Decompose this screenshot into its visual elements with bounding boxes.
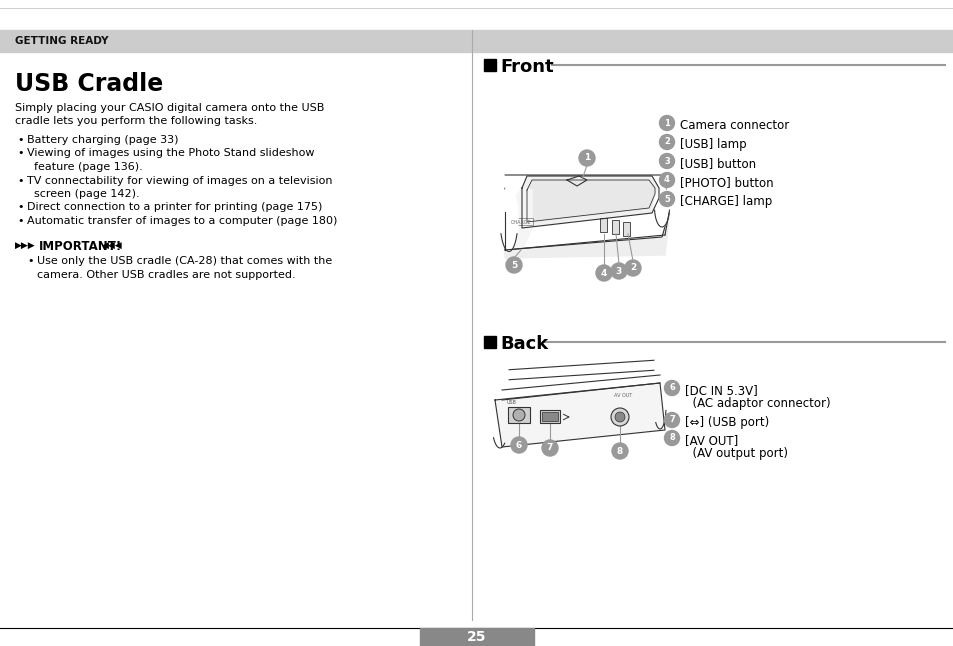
Text: 7: 7 (546, 444, 553, 452)
Ellipse shape (654, 187, 669, 227)
Bar (0, 30, 953, 52)
Circle shape (513, 409, 524, 421)
Bar (539, 410, 559, 423)
Circle shape (664, 380, 679, 395)
Circle shape (578, 150, 595, 166)
Bar (507, 218, 533, 225)
Text: CHARGE: CHARGE (511, 220, 531, 225)
Text: 1: 1 (583, 154, 590, 163)
Circle shape (505, 257, 521, 273)
Polygon shape (504, 188, 532, 250)
Ellipse shape (655, 356, 660, 364)
Bar (507, 407, 530, 423)
Text: •: • (27, 256, 33, 267)
Text: feature (page 136).: feature (page 136). (27, 162, 143, 172)
Text: [PHOTO] button: [PHOTO] button (679, 176, 773, 189)
Text: (AC adaptor connector): (AC adaptor connector) (684, 397, 830, 410)
Bar (541, 412, 558, 421)
Circle shape (659, 191, 674, 207)
Text: 25: 25 (467, 630, 486, 644)
Text: Back: Back (499, 335, 548, 353)
Text: 1: 1 (663, 118, 669, 127)
Circle shape (659, 116, 674, 130)
Text: •: • (17, 149, 24, 158)
Text: USB Cradle: USB Cradle (15, 72, 163, 96)
Circle shape (511, 437, 526, 453)
Circle shape (612, 443, 627, 459)
Ellipse shape (499, 187, 517, 251)
Text: 7: 7 (668, 415, 674, 424)
Circle shape (659, 154, 674, 169)
Text: [DC IN 5.3V]: [DC IN 5.3V] (684, 384, 757, 397)
Text: [USB] lamp: [USB] lamp (679, 138, 746, 151)
Text: USB: USB (506, 400, 517, 405)
Text: 4: 4 (663, 176, 669, 185)
Text: 6: 6 (516, 441, 521, 450)
Text: Battery charging (page 33): Battery charging (page 33) (27, 135, 178, 145)
Polygon shape (521, 176, 659, 228)
Text: 5: 5 (663, 194, 669, 203)
Text: camera. Other USB cradles are not supported.: camera. Other USB cradles are not suppor… (37, 270, 295, 280)
Text: AV OUT: AV OUT (614, 393, 632, 398)
Circle shape (596, 265, 612, 281)
Bar (599, 218, 606, 232)
Text: Front: Front (499, 58, 553, 76)
Text: [⇔] (USB port): [⇔] (USB port) (684, 416, 768, 429)
Text: •: • (17, 202, 24, 213)
Ellipse shape (501, 365, 507, 375)
Circle shape (659, 172, 674, 187)
Text: •: • (17, 176, 24, 185)
Text: 2: 2 (629, 264, 636, 273)
Text: 8: 8 (617, 446, 622, 455)
Bar (483, 336, 496, 348)
Circle shape (610, 408, 628, 426)
Text: •: • (17, 135, 24, 145)
Circle shape (624, 260, 640, 276)
Polygon shape (526, 180, 655, 222)
Ellipse shape (655, 366, 660, 374)
Circle shape (541, 440, 558, 456)
Text: screen (page 142).: screen (page 142). (27, 189, 139, 199)
Circle shape (659, 134, 674, 149)
Text: 5: 5 (511, 260, 517, 269)
Text: Camera connector: Camera connector (679, 119, 788, 132)
Text: GETTING READY: GETTING READY (15, 36, 109, 46)
Text: 3: 3 (663, 156, 669, 165)
Text: Simply placing your CASIO digital camera onto the USB: Simply placing your CASIO digital camera… (15, 103, 324, 113)
Polygon shape (495, 383, 664, 447)
Bar (622, 222, 629, 236)
Text: [AV OUT]: [AV OUT] (684, 434, 738, 447)
Text: ▶▶▶: ▶▶▶ (15, 240, 35, 249)
Text: •: • (17, 216, 24, 226)
Text: (AV output port): (AV output port) (684, 447, 787, 460)
Ellipse shape (501, 375, 507, 385)
Text: TV connectability for viewing of images on a television: TV connectability for viewing of images … (27, 176, 333, 185)
Text: cradle lets you perform the following tasks.: cradle lets you perform the following ta… (15, 116, 257, 126)
Circle shape (664, 430, 679, 446)
Text: Use only the USB cradle (CA-28) that comes with the: Use only the USB cradle (CA-28) that com… (37, 256, 332, 267)
Text: 3: 3 (616, 267, 621, 275)
Bar (419, 628, 534, 646)
Text: Viewing of images using the Photo Stand slideshow: Viewing of images using the Photo Stand … (27, 149, 314, 158)
Text: Direct connection to a printer for printing (page 175): Direct connection to a printer for print… (27, 202, 322, 213)
Text: 8: 8 (668, 433, 674, 443)
Circle shape (664, 413, 679, 428)
Text: [CHARGE] lamp: [CHARGE] lamp (679, 195, 771, 208)
Circle shape (615, 412, 624, 422)
Text: [USB] button: [USB] button (679, 157, 756, 170)
Circle shape (610, 263, 626, 279)
Text: 4: 4 (600, 269, 606, 278)
Bar (612, 220, 618, 234)
Polygon shape (501, 212, 668, 258)
Bar (483, 59, 496, 71)
Text: IMPORTANT!: IMPORTANT! (39, 240, 122, 253)
Text: Automatic transfer of images to a computer (page 180): Automatic transfer of images to a comput… (27, 216, 337, 226)
Text: 6: 6 (668, 384, 674, 393)
Text: ◀◀◀: ◀◀◀ (102, 240, 123, 249)
Text: 2: 2 (663, 138, 669, 147)
